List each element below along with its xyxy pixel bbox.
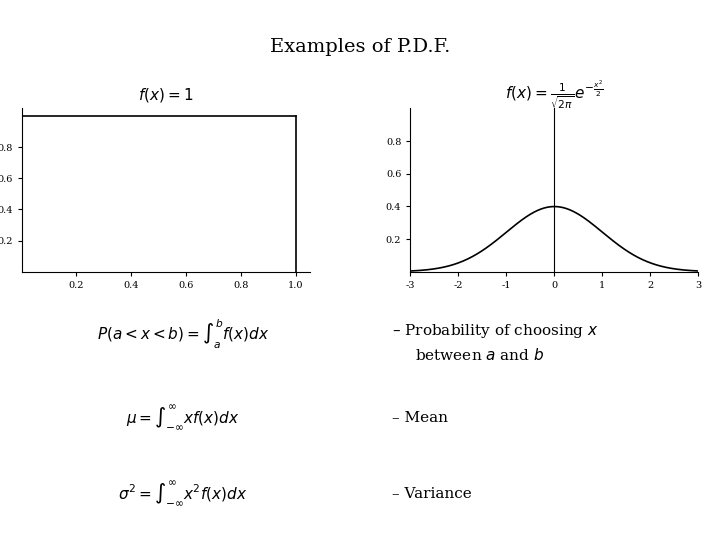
- Text: between $a$ and $b$: between $a$ and $b$: [415, 347, 544, 363]
- Text: $f(x) = \frac{1}{\sqrt{2\pi}}e^{-\frac{x^2}{2}}$: $f(x) = \frac{1}{\sqrt{2\pi}}e^{-\frac{x…: [505, 79, 604, 111]
- Text: $\mu = \int_{-\infty}^{\infty} xf(x)dx$: $\mu = \int_{-\infty}^{\infty} xf(x)dx$: [126, 403, 240, 433]
- Text: – Probability of choosing $x$: – Probability of choosing $x$: [392, 322, 599, 340]
- Text: – Variance: – Variance: [392, 488, 472, 502]
- Text: $f(x) = 1$: $f(x) = 1$: [138, 86, 193, 104]
- Text: Examples of P.D.F.: Examples of P.D.F.: [270, 38, 450, 56]
- Text: – Mean: – Mean: [392, 411, 449, 425]
- Text: $P(a < x < b) = \int_a^b f(x)dx$: $P(a < x < b) = \int_a^b f(x)dx$: [96, 318, 269, 351]
- Text: $\sigma^2 = \int_{-\infty}^{\infty} x^2 f(x)dx$: $\sigma^2 = \int_{-\infty}^{\infty} x^2 …: [118, 480, 248, 509]
